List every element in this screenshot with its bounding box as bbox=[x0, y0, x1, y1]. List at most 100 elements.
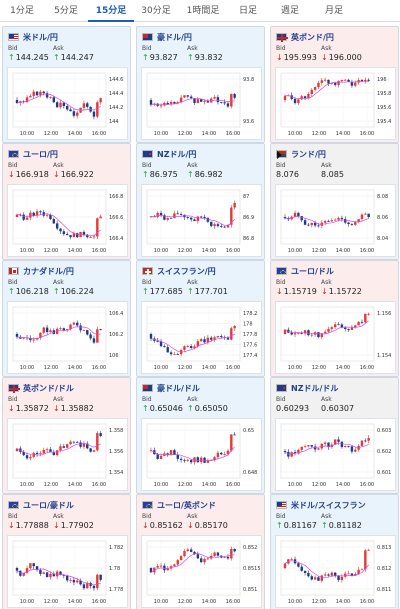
rate-card[interactable]: ユーロ/豪ドル Bid Ask ↓1.77888 ↓1.77902 1.782 1.78 1.… bbox=[2, 494, 131, 609]
pair-name[interactable]: カナダドル/円 bbox=[23, 266, 74, 277]
candle-body bbox=[167, 218, 169, 220]
bid-label: Bid bbox=[8, 45, 18, 52]
pair-name[interactable]: ユーロ/円 bbox=[23, 149, 58, 160]
candlestick-chart[interactable]: 144.6 144.4 144.2 144 10:00 12:00 14:00 16:00 bbox=[7, 67, 128, 140]
pair-title[interactable]: ユーロ/円 bbox=[8, 148, 58, 160]
candle-body bbox=[73, 442, 75, 443]
rate-card[interactable]: NZドル/ドル Bid Ask 0.60293 0.60307 0.603 0.602 0.6… bbox=[270, 377, 399, 494]
rate-card[interactable]: 英ポンド/円 Bid Ask ↓195.993 ↓196.000 196 195.8 195.… bbox=[270, 26, 399, 143]
tab-4[interactable]: 30分足 bbox=[134, 0, 178, 22]
bid-price: ↓0.85162 bbox=[142, 521, 183, 530]
pair-name[interactable]: 米ドル/スイスフラン bbox=[291, 500, 366, 511]
rate-card[interactable]: 英ポンド/ドル Bid Ask ↓1.35872 ↓1.35882 1.358 1.356 1… bbox=[2, 377, 131, 494]
candle-body bbox=[69, 580, 71, 581]
pair-title[interactable]: ユーロ/豪ドル bbox=[8, 499, 74, 511]
pair-title[interactable]: 米ドル/スイスフラン bbox=[276, 499, 366, 511]
pair-title[interactable]: ランド/円 bbox=[276, 148, 326, 160]
arrow-down-icon: ↓ bbox=[8, 404, 15, 413]
rate-card[interactable]: ランド/円 Bid Ask 8.076 8.085 8.08 8.06 8.04 10:00 12… bbox=[270, 143, 399, 260]
candle-body bbox=[367, 550, 369, 551]
candle-body bbox=[207, 558, 209, 559]
rate-card[interactable]: カナダドル/円 Bid Ask ↑106.218 ↑106.224 106.4 106.2 1… bbox=[2, 260, 131, 377]
candlestick-chart[interactable]: 8.08 8.06 8.04 10:00 12:00 14:00 16:00 bbox=[275, 184, 396, 257]
rate-card[interactable]: NZドル/円 Bid Ask ↑86.975 ↑86.982 87 86.9 86.8 10:0… bbox=[136, 143, 265, 260]
pair-name[interactable]: スイスフラン/円 bbox=[157, 266, 216, 277]
tab-8[interactable]: 月足 bbox=[312, 0, 356, 22]
rate-card[interactable]: ユーロ/ドル Bid Ask ↓1.15719 ↓1.15722 1.156 1.154 10… bbox=[270, 260, 399, 377]
rate-card[interactable]: 米ドル/スイスフラン Bid Ask ↑0.81167 ↑0.81182 0.813 0.8… bbox=[270, 494, 399, 609]
candle-body bbox=[33, 339, 35, 340]
x-tick-label: 14:00 bbox=[336, 599, 350, 605]
candlestick-chart[interactable]: 1.782 1.78 1.778 10:00 12:00 14:00 16:00 bbox=[7, 535, 128, 608]
x-tick-label: 16:00 bbox=[226, 248, 240, 254]
pair-name[interactable]: ランド/円 bbox=[291, 149, 326, 160]
rate-card[interactable]: 豪ドル/円 Bid Ask ↑93.827 ↑93.832 93.8 93.6 10:00 12… bbox=[136, 26, 265, 143]
pair-name[interactable]: 英ポンド/円 bbox=[291, 32, 334, 43]
candlestick-chart[interactable]: 87 86.9 86.8 10:00 12:00 14:00 16:00 bbox=[141, 184, 262, 257]
candlestick-chart[interactable]: 0.813 0.812 0.811 10:00 12:00 14:00 16:00 bbox=[275, 535, 396, 608]
candle-body bbox=[36, 92, 38, 96]
arrow-down-icon: ↓ bbox=[321, 287, 328, 296]
y-tick-label: 1.356 bbox=[109, 449, 123, 455]
pair-title[interactable]: ユーロ/英ポンド bbox=[142, 499, 216, 511]
pair-title[interactable]: 米ドル/円 bbox=[8, 31, 58, 43]
tab-3[interactable]: 15分足 bbox=[88, 0, 134, 22]
bid-value: 166.918 bbox=[16, 170, 49, 179]
pair-title[interactable]: スイスフラン/円 bbox=[142, 265, 216, 277]
pair-title[interactable]: NZドル/ドル bbox=[276, 382, 338, 394]
candlestick-chart[interactable]: 178.2 178 177.8 177.6 177.4 10:00 12:00 14:00 16… bbox=[141, 301, 262, 374]
tab-6[interactable]: 日足 bbox=[228, 0, 268, 22]
rate-card[interactable]: 米ドル/円 Bid Ask ↑144.245 ↑144.247 144.6 144.4 144… bbox=[2, 26, 131, 143]
rate-card[interactable]: ユーロ/英ポンド Bid Ask ↓0.85162 ↓0.85170 0.852 0.851… bbox=[136, 494, 265, 609]
pair-title[interactable]: 英ポンド/ドル bbox=[8, 382, 74, 394]
pair-name[interactable]: 米ドル/円 bbox=[23, 32, 58, 43]
candle-body bbox=[56, 102, 58, 107]
pair-title[interactable]: 英ポンド/円 bbox=[276, 31, 334, 43]
candlestick-chart[interactable]: 1.358 1.356 1.354 10:00 12:00 14:00 16:00 bbox=[7, 418, 128, 491]
pair-name[interactable]: NZドル/ドル bbox=[291, 383, 338, 394]
pair-name[interactable]: 豪ドル/ドル bbox=[157, 383, 200, 394]
candle-body bbox=[354, 222, 356, 225]
pair-name[interactable]: ユーロ/英ポンド bbox=[157, 500, 216, 511]
tab-5[interactable]: 1時間足 bbox=[178, 0, 228, 22]
tab-1[interactable]: 1分足 bbox=[0, 0, 44, 22]
tab-7[interactable]: 週足 bbox=[268, 0, 312, 22]
pair-title[interactable]: 豪ドル/ドル bbox=[142, 382, 200, 394]
candle-body bbox=[203, 217, 205, 218]
pair-title[interactable]: カナダドル/円 bbox=[8, 265, 74, 277]
candlestick-chart[interactable]: 166.8 166.6 166.4 10:00 12:00 14:00 16:00 bbox=[7, 184, 128, 257]
arrow-down-icon: ↓ bbox=[53, 521, 60, 530]
tab-2[interactable]: 5分足 bbox=[44, 0, 88, 22]
candlestick-chart[interactable]: 106.4 106.2 106 10:00 12:00 14:00 16:00 bbox=[7, 301, 128, 374]
candle-body bbox=[187, 460, 189, 461]
candlestick-chart[interactable]: 0.603 0.602 0.601 10:00 12:00 14:00 16:00 bbox=[275, 418, 396, 491]
rate-card[interactable]: ユーロ/円 Bid Ask ↓166.918 ↓166.922 166.8 166.6 166… bbox=[2, 143, 131, 260]
candlestick-chart[interactable]: 93.8 93.6 10:00 12:00 14:00 16:00 bbox=[141, 67, 262, 140]
candlestick-chart[interactable]: 0.65 0.648 10:00 12:00 14:00 16:00 bbox=[141, 418, 262, 491]
candle-body bbox=[33, 213, 35, 216]
ask-value: 1.77902 bbox=[61, 521, 94, 530]
ask-value: 1.15722 bbox=[329, 287, 362, 296]
pair-title[interactable]: NZドル/円 bbox=[142, 148, 196, 160]
candle-body bbox=[49, 97, 51, 98]
candlestick-chart[interactable]: 196 195.8 195.6 195.4 10:00 12:00 14:00 16:00 bbox=[275, 67, 396, 140]
eu-flag-icon bbox=[276, 267, 287, 275]
rate-card[interactable]: スイスフラン/円 Bid Ask ↑177.685 ↑177.701 178.2 178 17… bbox=[136, 260, 265, 377]
pair-name[interactable]: ユーロ/豪ドル bbox=[23, 500, 74, 511]
pair-name[interactable]: 英ポンド/ドル bbox=[23, 383, 74, 394]
candlestick-chart[interactable]: 0.852 0.8515 0.851 10:00 12:00 14:00 16:00 bbox=[141, 535, 262, 608]
pair-title[interactable]: 豪ドル/円 bbox=[142, 31, 192, 43]
pair-name[interactable]: ユーロ/ドル bbox=[291, 266, 334, 277]
pair-name[interactable]: NZドル/円 bbox=[157, 149, 196, 160]
bid-value: 93.827 bbox=[150, 53, 178, 62]
arrow-down-icon: ↓ bbox=[8, 521, 15, 530]
candle-body bbox=[367, 80, 369, 81]
rate-card[interactable]: 豪ドル/ドル Bid Ask ↑0.65046 ↑0.65050 0.65 0.648 10:… bbox=[136, 377, 265, 494]
bid-price: ↓1.35872 bbox=[8, 404, 49, 413]
candle-body bbox=[311, 223, 313, 225]
ask-value: 0.60307 bbox=[321, 404, 354, 413]
pair-title[interactable]: ユーロ/ドル bbox=[276, 265, 334, 277]
pair-name[interactable]: 豪ドル/円 bbox=[157, 32, 192, 43]
candlestick-chart[interactable]: 1.156 1.154 10:00 12:00 14:00 16:00 bbox=[275, 301, 396, 374]
x-tick-label: 10:00 bbox=[20, 248, 34, 254]
